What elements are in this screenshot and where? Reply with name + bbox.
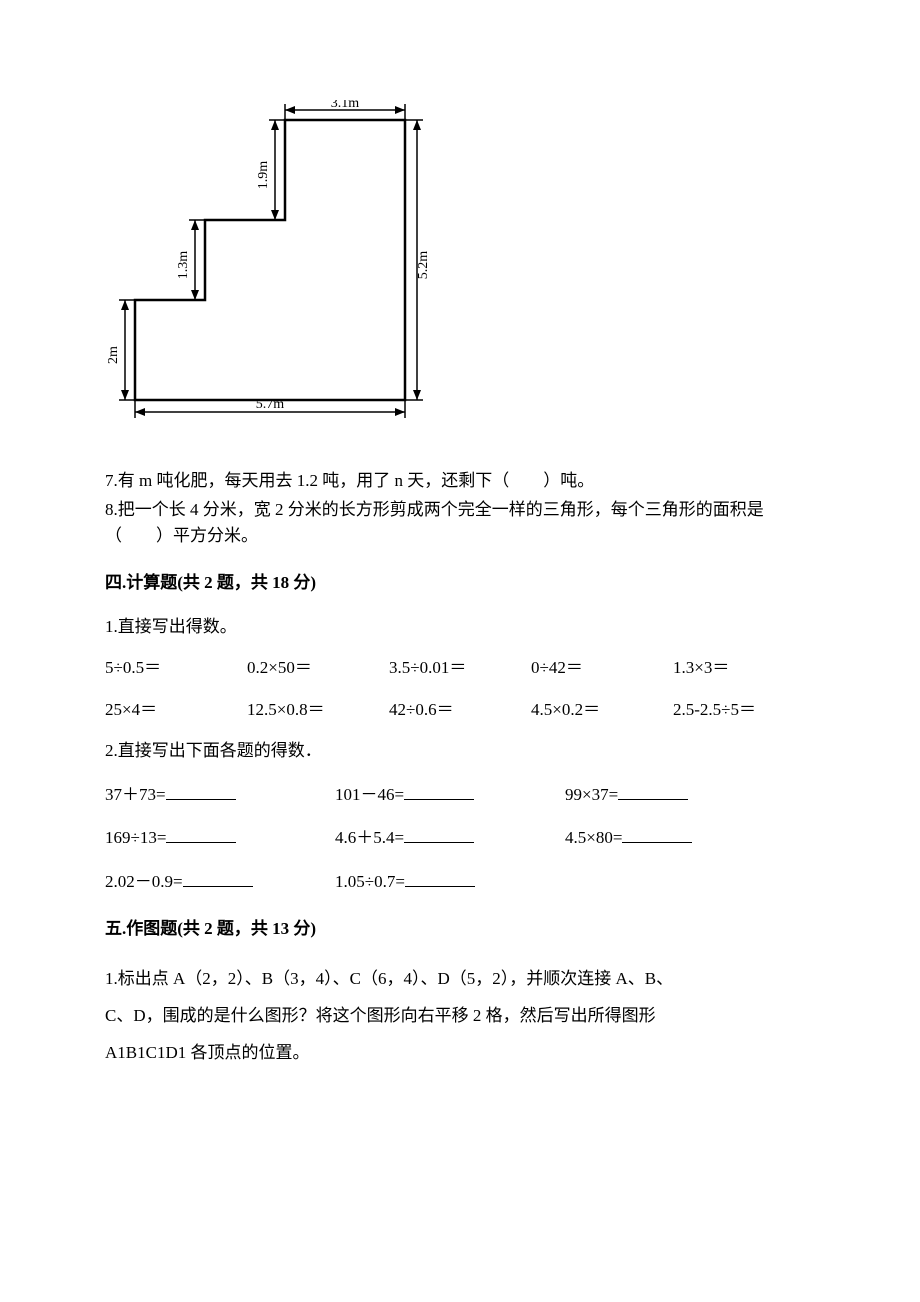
calc-cell: 3.5÷0.01＝ (389, 655, 531, 681)
section-5-q1: 1.标出点 A（2，2）、B（3，4）、C（6，4）、D（5，2），并顺次连接 … (105, 960, 815, 1072)
expr: 4.6＋5.4= (335, 828, 404, 847)
calc-cell: 0.2×50＝ (247, 655, 389, 681)
section-5-heading: 五.作图题(共 2 题，共 13 分) (105, 916, 815, 942)
calc-cell: 2.02－0.9= (105, 869, 335, 895)
expr: 99×37= (565, 785, 618, 804)
calc-cell: 5÷0.5＝ (105, 655, 247, 681)
dim-left-lower-label: 2m (106, 346, 121, 364)
answer-blank (404, 782, 474, 800)
expr: 169÷13= (105, 828, 166, 847)
calc-cell: 4.6＋5.4= (335, 825, 565, 851)
calc-cell: 1.05÷0.7= (335, 869, 565, 895)
section-4-q2: 2.直接写出下面各题的得数． (105, 738, 815, 764)
answer-blank (618, 782, 688, 800)
calc-cell: 99×37= (565, 782, 795, 808)
dim-left-lower: 2m (106, 300, 135, 400)
expr: 4.5×80= (565, 828, 622, 847)
q1-line-a: 1.标出点 A（2，2）、B（3，4）、C（6，4）、D（5，2），并顺次连接 … (105, 960, 815, 997)
calc-cell: 12.5×0.8＝ (247, 697, 389, 723)
expr: 2.02－0.9= (105, 872, 183, 891)
answer-blank (405, 869, 475, 887)
answer-blank (404, 825, 474, 843)
section-4-heading: 四.计算题(共 2 题，共 18 分) (105, 570, 815, 596)
calc-cell: 25×4＝ (105, 697, 247, 723)
calc-cell: 169÷13= (105, 825, 335, 851)
section-4-q1: 1.直接写出得数。 (105, 614, 815, 640)
calc-cell: 4.5×80= (565, 825, 795, 851)
calc-cell: 2.5-2.5÷5＝ (673, 697, 815, 723)
dim-top: 3.1m (285, 100, 405, 120)
stair-shape-diagram: 3.1m 1.9m 1.3m (105, 100, 815, 428)
calc-cell: 4.5×0.2＝ (531, 697, 673, 723)
expr: 1.05÷0.7= (335, 872, 405, 891)
expr: 37＋73= (105, 785, 166, 804)
answer-blank (166, 825, 236, 843)
calc-row-2: 25×4＝ 12.5×0.8＝ 42÷0.6＝ 4.5×0.2＝ 2.5-2.5… (105, 697, 815, 723)
answer-blank (622, 825, 692, 843)
dim-right: 5.2m (405, 120, 431, 400)
dim-mid-left-label: 1.3m (176, 251, 191, 280)
q1-line-c: A1B1C1D1 各顶点的位置。 (105, 1034, 815, 1071)
calc-cell: 42÷0.6＝ (389, 697, 531, 723)
dim-top-label: 3.1m (331, 100, 360, 111)
calc2-row-1: 37＋73= 101－46= 99×37= (105, 782, 815, 808)
q1-line-b: C、D，围成的是什么图形？将这个图形向右平移 2 格，然后写出所得图形 (105, 997, 815, 1034)
question-7: 7.有 m 吨化肥，每天用去 1.2 吨，用了 n 天，还剩下（ ）吨。 (105, 468, 815, 494)
expr: 101－46= (335, 785, 404, 804)
calc2-row-3: 2.02－0.9= 1.05÷0.7= (105, 869, 815, 895)
dim-right-upper: 1.9m (256, 120, 285, 220)
calc-cell: 1.3×3＝ (673, 655, 815, 681)
calc2-row-2: 169÷13= 4.6＋5.4= 4.5×80= (105, 825, 815, 851)
calc-cell: 37＋73= (105, 782, 335, 808)
dim-right-upper-label: 1.9m (256, 161, 271, 190)
dim-right-label: 5.2m (416, 251, 431, 280)
answer-blank (183, 869, 253, 887)
dim-bottom-label: 5.7m (256, 397, 285, 412)
dim-mid-left: 1.3m (176, 220, 205, 300)
calc-cell: 0÷42＝ (531, 655, 673, 681)
answer-blank (166, 782, 236, 800)
calc-cell: 101－46= (335, 782, 565, 808)
diagram-svg: 3.1m 1.9m 1.3m (105, 100, 435, 420)
question-8: 8.把一个长 4 分米，宽 2 分米的长方形剪成两个完全一样的三角形，每个三角形… (105, 497, 815, 548)
calc-row-1: 5÷0.5＝ 0.2×50＝ 3.5÷0.01＝ 0÷42＝ 1.3×3＝ (105, 655, 815, 681)
